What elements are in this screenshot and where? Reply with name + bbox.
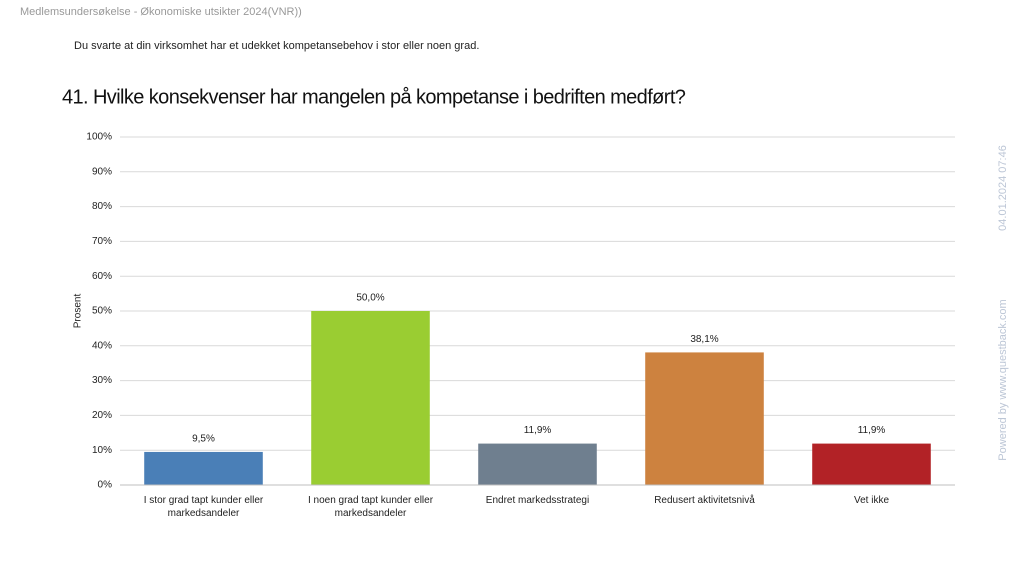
x-tick-label: I noen grad tapt kunder eller markedsand… (307, 495, 434, 519)
header: Medlemsundersøkelse - Økonomiske utsikte… (20, 6, 302, 18)
data-label: 9,5% (192, 434, 215, 445)
timestamp: 04.01.2024 07:46 (997, 145, 1009, 231)
powered-by: Powered by www.questback.com (997, 299, 1009, 460)
bar (144, 451, 263, 485)
bar (645, 352, 764, 485)
y-tick-label: 80% (92, 201, 112, 212)
x-tick-label: I stor grad tapt kunder eller markedsand… (143, 495, 264, 519)
y-tick-label: 90% (92, 166, 112, 177)
x-tick-label: Endret markedsstrategi (485, 495, 590, 506)
bar (478, 443, 597, 485)
y-tick-label: 0% (98, 480, 113, 491)
y-tick-label: 60% (92, 271, 112, 282)
y-axis-label: Prosent (73, 294, 84, 329)
y-tick-label: 20% (92, 410, 112, 421)
data-label: 50,0% (356, 293, 384, 304)
y-tick-label: 30% (92, 375, 112, 386)
intro: Du svarte at din virksomhet har et udekk… (74, 40, 479, 52)
y-tick-label: 50% (92, 306, 112, 317)
data-label: 11,9% (858, 425, 886, 436)
chart-title: 41. Hvilke konsekvenser har mangelen på … (62, 86, 686, 108)
y-tick-label: 100% (86, 132, 112, 143)
bar (812, 443, 931, 485)
x-tick-label: Vet ikke (853, 495, 890, 506)
y-tick-label: 70% (92, 236, 112, 247)
y-tick-label: 40% (92, 340, 112, 351)
x-tick-label: Redusert aktivitetsnivå (654, 495, 755, 506)
bar (311, 311, 430, 485)
data-label: 38,1% (690, 334, 718, 345)
y-tick-label: 10% (92, 445, 112, 456)
data-label: 11,9% (524, 425, 552, 436)
